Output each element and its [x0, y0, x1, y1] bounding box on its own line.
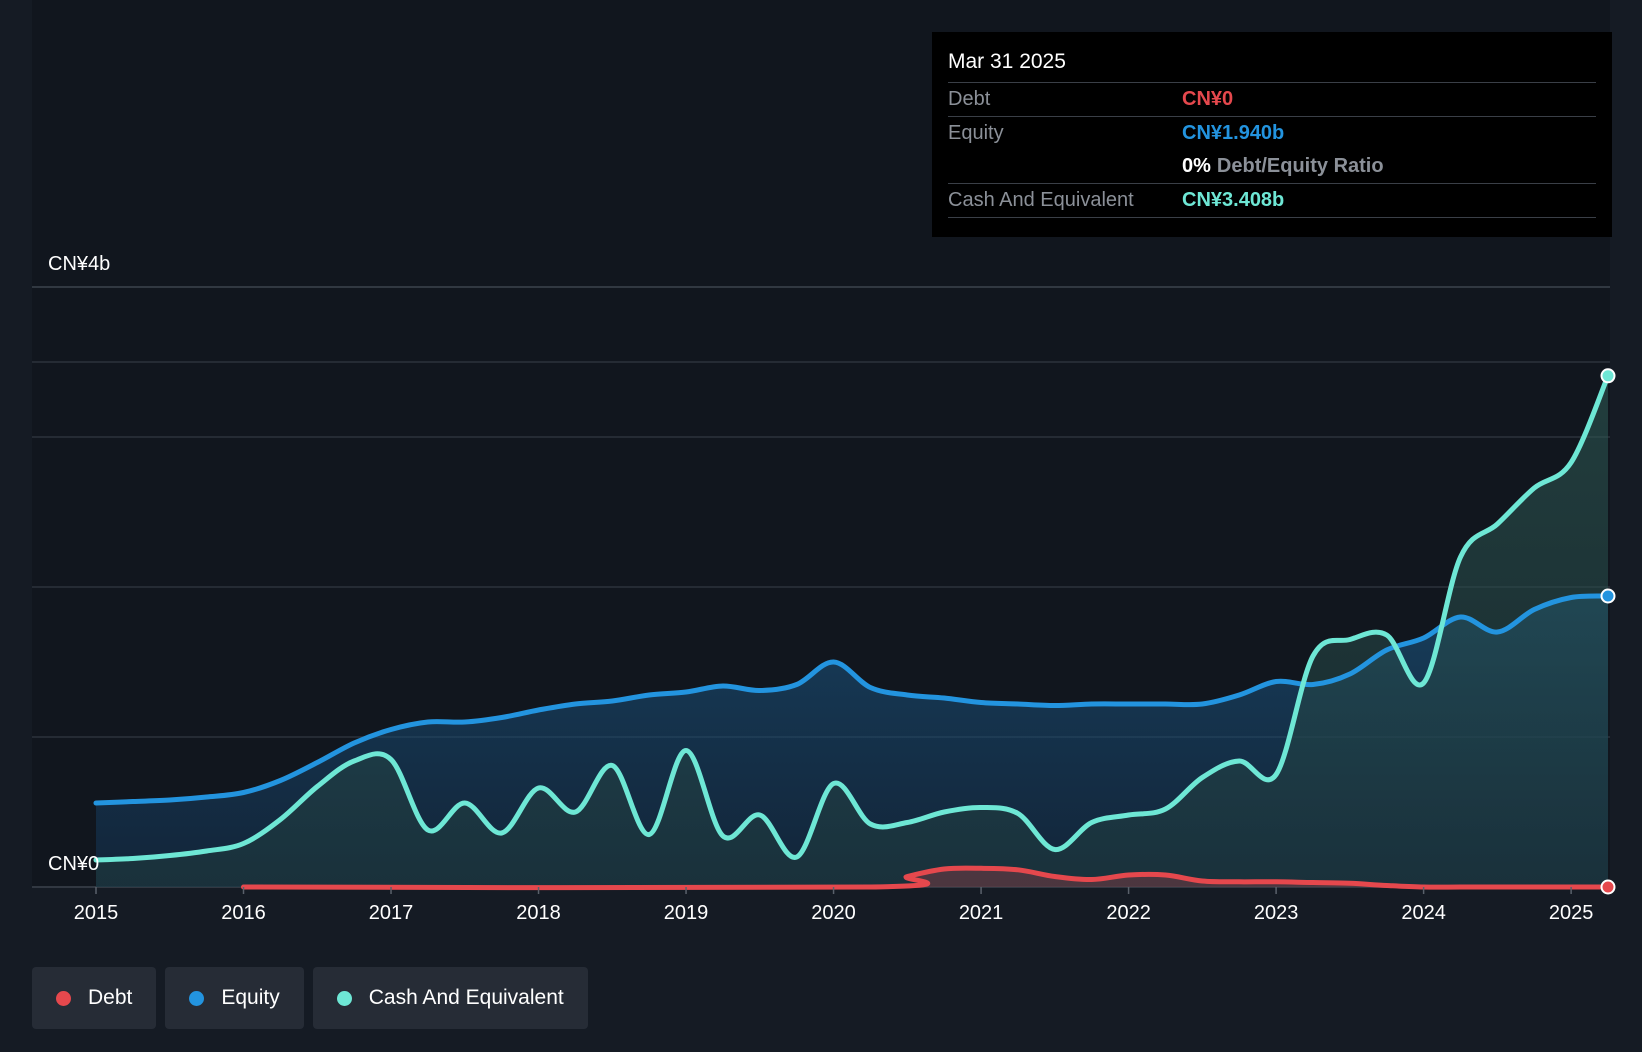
legend-dot-cash	[336, 990, 352, 1006]
x-tick-label: 2024	[1401, 902, 1446, 924]
end-marker-debt	[1600, 879, 1616, 895]
x-tick-label: 2016	[221, 902, 266, 924]
legend-label-cash: Cash And Equivalent	[368, 986, 564, 1009]
legend-label-equity: Equity	[221, 986, 280, 1009]
legend-item-debt[interactable]: Debt	[32, 967, 157, 1029]
legend-dot-debt	[56, 990, 71, 1006]
tooltip-ratio-row: 0% Debt/Equity Ratio	[948, 150, 1596, 183]
x-tick-label: 2020	[811, 902, 856, 924]
tooltip-panel: Mar 31 2025 Debt CN¥0 Equity CN¥1.940b 0…	[932, 32, 1612, 237]
legend: Debt Equity Cash And Equivalent	[32, 967, 597, 1029]
tooltip-equity-label: Equity	[948, 122, 1004, 144]
line-layer	[93, 373, 1611, 891]
end-marker-equity	[1600, 588, 1616, 604]
x-tick-label: 2017	[369, 902, 414, 924]
x-tick-label: 2015	[74, 902, 119, 924]
tooltip-debt-value: CN¥0	[1182, 88, 1234, 110]
tooltip-cash-label: Cash And Equivalent	[948, 189, 1134, 211]
line-equity	[93, 593, 1611, 806]
y-axis-bottom-label: CN¥0	[48, 853, 99, 875]
x-tick-label: 2025	[1549, 902, 1594, 924]
line-debt	[241, 865, 1611, 891]
end-marker-cash	[1600, 368, 1616, 384]
tooltip-equity-row: Equity CN¥1.940b	[948, 116, 1596, 150]
tooltip-equity-value: CN¥1.940b	[1182, 122, 1285, 144]
tooltip-ratio-label: Debt/Equity Ratio	[1216, 155, 1384, 177]
x-tick-label: 2021	[959, 902, 1004, 924]
x-tick-label: 2023	[1254, 902, 1299, 924]
tooltip-cash-value: CN¥3.408b	[1182, 189, 1285, 211]
tooltip-date: Mar 31 2025	[948, 50, 1066, 73]
x-tick-label: 2018	[516, 902, 561, 924]
x-tick-label: 2019	[664, 902, 709, 924]
legend-item-cash[interactable]: Cash And Equivalent	[312, 967, 588, 1029]
tooltip-debt-row: Debt CN¥0	[948, 82, 1596, 116]
tooltip-cash-row: Cash And Equivalent CN¥3.408b	[948, 183, 1596, 218]
area-cash	[96, 375, 1608, 887]
tooltip-debt-label: Debt	[948, 88, 991, 110]
x-tick-label: 2022	[1106, 902, 1151, 924]
x-axis: 2015 2016 2017 2018 2019 2020 2021 2022 2023 2024…	[74, 887, 1594, 924]
legend-item-equity[interactable]: Equity	[165, 967, 304, 1029]
legend-dot-equity	[189, 990, 205, 1006]
marker-layer	[1600, 368, 1616, 895]
y-axis-top-label: CN¥4b	[48, 253, 110, 275]
tooltip-ratio-value: 0%	[1182, 155, 1211, 177]
line-cash	[93, 373, 1611, 863]
legend-label-debt: Debt	[88, 986, 133, 1009]
